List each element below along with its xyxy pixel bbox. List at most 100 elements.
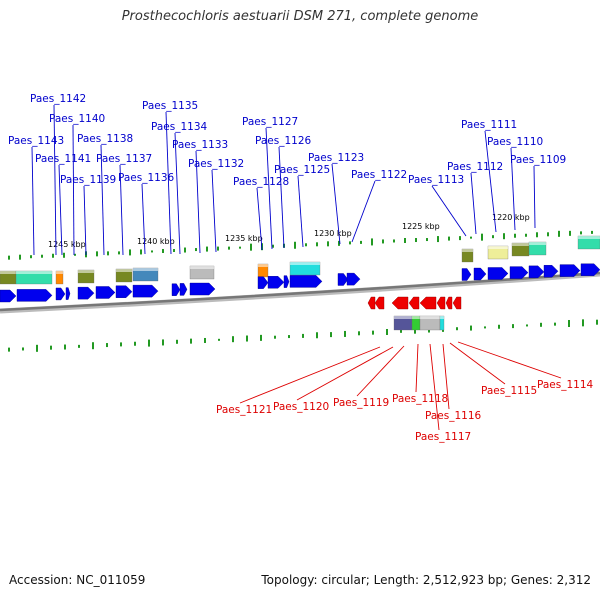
map-title: Prosthecochloris aestuarii DSM 271, comp… bbox=[121, 9, 479, 24]
reverse-gene-arrow bbox=[374, 296, 385, 310]
reverse-gene-arrow bbox=[408, 296, 420, 310]
forward-gene-arrow bbox=[580, 263, 600, 276]
gc-dot bbox=[569, 230, 571, 236]
function-block-highlight bbox=[529, 242, 546, 245]
gc-dot bbox=[274, 335, 276, 339]
function-block-highlight bbox=[78, 270, 94, 273]
gc-dot bbox=[50, 345, 52, 350]
gc-dot bbox=[371, 238, 373, 246]
function-block-highlight bbox=[56, 271, 63, 274]
gc-dot bbox=[316, 242, 318, 247]
leader-line bbox=[470, 172, 477, 235]
gc-dot bbox=[8, 255, 10, 260]
gc-dot bbox=[404, 237, 406, 243]
gc-dot bbox=[294, 241, 296, 249]
gc-dot bbox=[470, 325, 472, 331]
gc-dot bbox=[414, 327, 416, 334]
gc-dot bbox=[547, 232, 549, 237]
gene-label-paes_1123: Paes_1123 bbox=[308, 152, 364, 164]
forward-gene-arrow bbox=[267, 276, 285, 289]
gene-label-paes_1134: Paes_1134 bbox=[151, 121, 208, 133]
gc-dot bbox=[8, 347, 10, 352]
gc-dot bbox=[526, 324, 528, 327]
gene-label-paes_1126: Paes_1126 bbox=[255, 135, 312, 147]
forward-gene-arrow bbox=[16, 289, 53, 302]
leader-line bbox=[119, 164, 124, 256]
leader-line bbox=[195, 150, 201, 254]
gc-dot bbox=[580, 231, 582, 235]
gene-label-paes_1118: Paes_1118 bbox=[392, 393, 448, 405]
gc-dot bbox=[481, 233, 483, 241]
gene-label-paes_1142: Paes_1142 bbox=[30, 93, 86, 105]
leader-line bbox=[351, 180, 376, 243]
gc-dot bbox=[232, 336, 234, 343]
gc-dot bbox=[344, 330, 346, 337]
gc-dot bbox=[120, 342, 122, 347]
forward-gene-arrow bbox=[77, 286, 95, 300]
reverse-gene-arrow bbox=[367, 296, 376, 310]
gc-dot bbox=[36, 344, 38, 352]
function-color-blocks bbox=[0, 235, 600, 331]
gene-label-paes_1137: Paes_1137 bbox=[96, 153, 152, 165]
gc-dot bbox=[140, 249, 142, 255]
accession-text: Accession: NC_011059 bbox=[9, 573, 146, 587]
gc-dot bbox=[184, 247, 186, 253]
gc-dot bbox=[558, 230, 560, 237]
gene-label-paes_1119: Paes_1119 bbox=[333, 397, 389, 409]
forward-gene-arrow bbox=[487, 267, 509, 280]
gc-dot bbox=[41, 254, 43, 258]
gene-label-paes_1112: Paes_1112 bbox=[447, 161, 503, 173]
tick-label: 1240 kbp bbox=[137, 237, 175, 246]
function-block-highlight bbox=[290, 262, 320, 265]
gc-dot bbox=[118, 251, 120, 255]
gc-dot bbox=[596, 319, 598, 325]
leader-line bbox=[510, 147, 516, 231]
position-ticks: 1245 kbp 1240 kbp 1235 kbp 1230 kbp 1225 kbp… bbox=[48, 213, 530, 249]
leader-line bbox=[174, 132, 181, 255]
gc-dot bbox=[540, 322, 542, 327]
function-block-highlight bbox=[420, 316, 440, 319]
forward-gene-arrow bbox=[289, 275, 323, 288]
leader-line bbox=[296, 346, 394, 401]
forward-gene-arrow bbox=[509, 266, 529, 279]
gc-dot bbox=[400, 329, 402, 333]
leader-line bbox=[265, 127, 273, 250]
reverse-gene-arrow bbox=[419, 296, 437, 310]
gene-label-paes_1139: Paes_1139 bbox=[60, 174, 116, 186]
gc-dot bbox=[386, 328, 388, 335]
gc-dot bbox=[437, 236, 439, 243]
gc-dot-tracks bbox=[8, 230, 598, 352]
gene-label-paes_1120: Paes_1120 bbox=[273, 401, 329, 413]
forward-gene-arrow bbox=[559, 264, 581, 277]
gc-dot bbox=[330, 332, 332, 338]
function-block-highlight bbox=[488, 246, 508, 249]
gc-dot bbox=[106, 343, 108, 348]
forward-gene-arrow bbox=[171, 283, 181, 296]
gc-dot bbox=[525, 233, 527, 237]
forward-gene-arrow bbox=[528, 265, 545, 279]
gene-label-paes_1127: Paes_1127 bbox=[242, 116, 298, 128]
forward-gene-arrow bbox=[461, 268, 472, 281]
gc-dot bbox=[512, 324, 514, 329]
gc-dot bbox=[456, 327, 458, 331]
function-block-highlight bbox=[190, 266, 214, 269]
gc-dot bbox=[426, 238, 428, 242]
forward-gene-arrow bbox=[0, 289, 17, 303]
forward-gene-arrow bbox=[179, 283, 188, 296]
leader-line bbox=[165, 111, 172, 255]
gc-dot bbox=[78, 344, 80, 348]
leader-line bbox=[415, 343, 419, 393]
function-block-highlight bbox=[16, 271, 52, 274]
gc-dot bbox=[148, 339, 150, 347]
forward-gene-arrow bbox=[346, 272, 361, 286]
leader-line bbox=[442, 343, 450, 410]
function-block-highlight bbox=[512, 243, 529, 246]
leader-line bbox=[449, 342, 506, 385]
gc-dot bbox=[228, 246, 230, 250]
gc-dot bbox=[250, 243, 252, 251]
gc-dot bbox=[393, 239, 395, 243]
leader-line bbox=[83, 185, 87, 256]
gc-dot bbox=[503, 233, 505, 240]
gc-dot bbox=[382, 239, 384, 244]
